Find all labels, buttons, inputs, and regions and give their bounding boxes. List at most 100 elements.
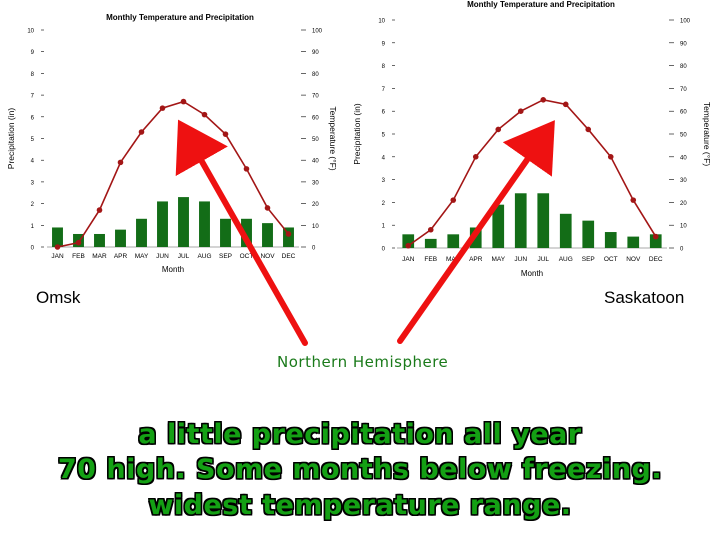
omsk-month-label: SEP	[219, 253, 232, 260]
saskatoon-month-label: DEC	[649, 256, 663, 263]
saskatoon-temp-point-nov	[630, 197, 637, 203]
saskatoon-precip-tick-label: 6	[382, 110, 386, 116]
omsk-month-label: JUN	[156, 253, 169, 260]
omsk-temp-tick-label: 0	[312, 246, 316, 252]
omsk-ylabel-precip: Precipitation (in)	[6, 108, 16, 170]
omsk-temp-tick-label: 60	[312, 115, 319, 121]
omsk-precip-tick-label: 0	[31, 246, 35, 252]
arrow-to-omsk	[175, 119, 308, 346]
headline-line-2: 70 high. Some months below freezing.	[57, 454, 663, 485]
omsk-month-label: JUL	[178, 253, 190, 260]
saskatoon-temp-point-jan	[405, 242, 412, 249]
omsk-temp-point-nov	[264, 205, 271, 211]
omsk-month-label: AUG	[197, 253, 211, 260]
saskatoon-temp-tick-label: 80	[680, 64, 687, 70]
omsk-temp-tick-label: 90	[312, 50, 319, 56]
saskatoon-chart-title: Monthly Temperature and Precipitation	[467, 0, 615, 9]
saskatoon-temp-point-jul	[540, 97, 547, 103]
saskatoon-month-label: OCT	[604, 256, 618, 263]
omsk-temp-point-sep	[222, 131, 229, 137]
omsk-precip-bar-apr	[115, 229, 126, 247]
omsk-precip-tick-label: 10	[27, 29, 34, 35]
omsk-month-label: MAY	[135, 253, 149, 260]
omsk-precip-tick-label: 6	[31, 115, 35, 121]
omsk-precip-bar-sep	[220, 218, 231, 247]
saskatoon-month-label: MAY	[491, 256, 505, 263]
saskatoon-temperature-line	[407, 98, 657, 247]
saskatoon-precip-tick-label: 4	[382, 155, 386, 161]
omsk-precip-bar-aug	[199, 201, 210, 247]
omsk-temp-tick-label: 20	[312, 202, 319, 208]
saskatoon-precip-tick-label: 5	[382, 133, 386, 139]
omsk-precip-bar-may	[136, 218, 147, 247]
saskatoon-climate-chart: Monthly Temperature and Precipitation 0 1 2…	[352, 0, 712, 278]
omsk-temp-point-mar	[96, 207, 103, 213]
omsk-temp-tick-label: 30	[312, 180, 319, 186]
saskatoon-precip-bar-dec	[649, 234, 662, 248]
saskatoon-precip-bar-nov	[627, 236, 640, 248]
saskatoon-temp-point-apr	[472, 154, 479, 160]
omsk-month-label: MAR	[92, 253, 107, 260]
omsk-month-label: DEC	[282, 253, 296, 260]
saskatoon-ylabel-temp: Temperature (°F)	[702, 102, 712, 167]
omsk-temp-point-jun	[159, 105, 166, 111]
saskatoon-precip-tick-label: 7	[382, 87, 386, 93]
saskatoon-precip-bar-sep	[582, 220, 595, 248]
omsk-precip-bar-jul	[178, 197, 189, 247]
omsk-temp-tick-label: 100	[312, 29, 323, 35]
saskatoon-month-label: NOV	[626, 256, 641, 263]
omsk-month-label: FEB	[72, 253, 85, 260]
arrows-layer	[175, 119, 555, 346]
omsk-precip-bar-mar	[94, 233, 105, 247]
saskatoon-precip-tick-label: 9	[382, 41, 386, 47]
omsk-precip-tick-label: 9	[31, 50, 35, 56]
saskatoon-precip-bar-jul	[537, 193, 550, 248]
omsk-month-label: APR	[114, 253, 128, 260]
omsk-precip-bar-nov	[262, 223, 273, 247]
omsk-temp-tick-label: 40	[312, 159, 319, 165]
saskatoon-precip-tick-label: 10	[378, 19, 385, 25]
omsk-temp-point-oct	[243, 166, 250, 172]
omsk-temp-point-apr	[117, 159, 124, 166]
saskatoon-month-label: JUN	[514, 256, 527, 263]
saskatoon-precip-tick-label: 0	[382, 247, 386, 253]
saskatoon-month-label: SEP	[582, 256, 595, 263]
saskatoon-temp-tick-label: 20	[680, 201, 687, 207]
omsk-precip-tick-label: 7	[31, 94, 35, 100]
saskatoon-temp-tick-label: 50	[680, 133, 687, 139]
saskatoon-temp-point-aug	[562, 101, 569, 108]
omsk-temp-point-aug	[201, 111, 208, 118]
saskatoon-precip-tick-label: 2	[382, 201, 386, 207]
saskatoon-precip-tick-label: 3	[382, 178, 386, 184]
omsk-precip-tick-label: 5	[31, 137, 35, 143]
saskatoon-temp-point-jun	[517, 108, 524, 114]
omsk-chart-title: Monthly Temperature and Precipitation	[106, 13, 254, 22]
saskatoon-precip-bar-jun	[514, 193, 527, 248]
saskatoon-temp-point-mar	[450, 197, 457, 203]
saskatoon-month-label: MAR	[446, 256, 461, 263]
saskatoon-temp-point-sep	[585, 126, 592, 133]
headline-line-3: widest temperature range.	[148, 490, 572, 521]
city-label-saskatoon: Saskatoon	[604, 288, 685, 307]
saskatoon-precip-bar-jan	[402, 234, 415, 248]
saskatoon-temp-tick-label: 100	[680, 19, 691, 25]
omsk-temp-point-dec	[285, 231, 292, 237]
omsk-precip-bar-jun	[157, 201, 168, 247]
saskatoon-month-label: FEB	[424, 256, 437, 263]
omsk-month-label: NOV	[260, 253, 275, 260]
saskatoon-month-label: APR	[469, 256, 483, 263]
omsk-month-label: OCT	[240, 253, 254, 260]
saskatoon-xlabel: Month	[521, 269, 543, 278]
saskatoon-temp-tick-label: 0	[680, 247, 684, 253]
omsk-precip-bar-jan	[52, 227, 63, 247]
omsk-temp-point-jul	[180, 98, 187, 105]
omsk-precip-tick-label: 2	[31, 202, 35, 208]
omsk-temp-point-may	[138, 129, 145, 135]
omsk-temp-tick-label: 70	[312, 94, 319, 100]
omsk-xlabel: Month	[162, 265, 184, 274]
saskatoon-temp-point-feb	[427, 226, 434, 233]
saskatoon-precip-bar-feb	[424, 238, 437, 248]
omsk-temp-tick-label: 10	[312, 224, 319, 230]
saskatoon-temp-tick-label: 10	[680, 224, 687, 230]
saskatoon-precip-bar-may	[492, 204, 505, 248]
